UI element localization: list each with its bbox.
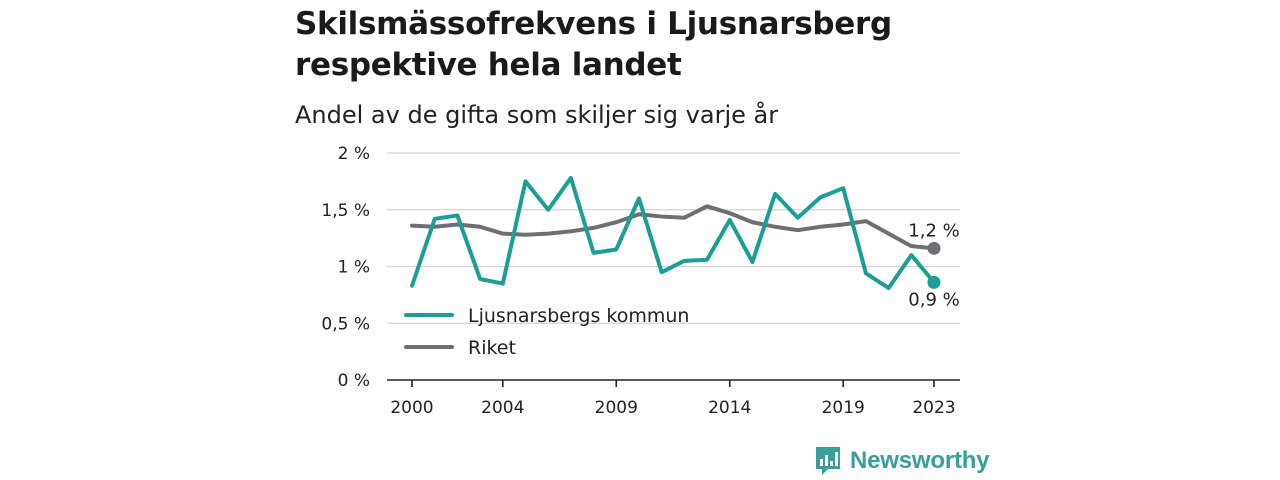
- x-axis-ticks: 2000 2004 2009 2014 2019 2023: [390, 380, 956, 418]
- brand-name: Newsworthy: [850, 447, 990, 474]
- brand-logo: Newsworthy: [814, 445, 990, 477]
- x-tick-label: 2023: [912, 398, 955, 418]
- end-label-ljusnarsberg: 0,9 %: [908, 289, 959, 310]
- y-tick-label: 0 %: [338, 371, 370, 391]
- y-tick-label: 0,5 %: [321, 314, 370, 334]
- legend: Ljusnarsbergs kommun Riket: [404, 305, 689, 359]
- grid-lines: [387, 152, 960, 381]
- x-tick-label: 2000: [390, 398, 433, 418]
- y-tick-label: 1,5 %: [321, 201, 370, 221]
- series-line-riket: [410, 204, 936, 251]
- legend-label: Ljusnarsbergs kommun: [468, 305, 689, 327]
- y-tick-label: 2 %: [338, 144, 370, 164]
- series-lines: [410, 175, 941, 291]
- end-point-riket: [927, 241, 941, 255]
- end-labels: 1,2 % 0,9 %: [908, 220, 959, 310]
- x-tick-label: 2014: [708, 398, 751, 418]
- newsworthy-logo-icon: [816, 447, 840, 475]
- y-tick-label: 1 %: [338, 258, 370, 278]
- legend-label: Riket: [468, 337, 516, 359]
- series-line-ljusnarsberg: [410, 175, 936, 291]
- x-tick-label: 2009: [595, 398, 638, 418]
- end-label-riket: 1,2 %: [908, 220, 959, 241]
- x-tick-label: 2004: [481, 398, 524, 418]
- chart-subtitle: Andel av de gifta som skiljer sig varje …: [295, 101, 779, 129]
- y-axis-ticks: 0 % 0,5 % 1 % 1,5 % 2 %: [321, 144, 370, 391]
- end-point-ljusnarsberg: [927, 275, 941, 289]
- chart-title: Skilsmässofrekvens i Ljusnarsberg respek…: [295, 6, 892, 83]
- x-tick-label: 2019: [822, 398, 865, 418]
